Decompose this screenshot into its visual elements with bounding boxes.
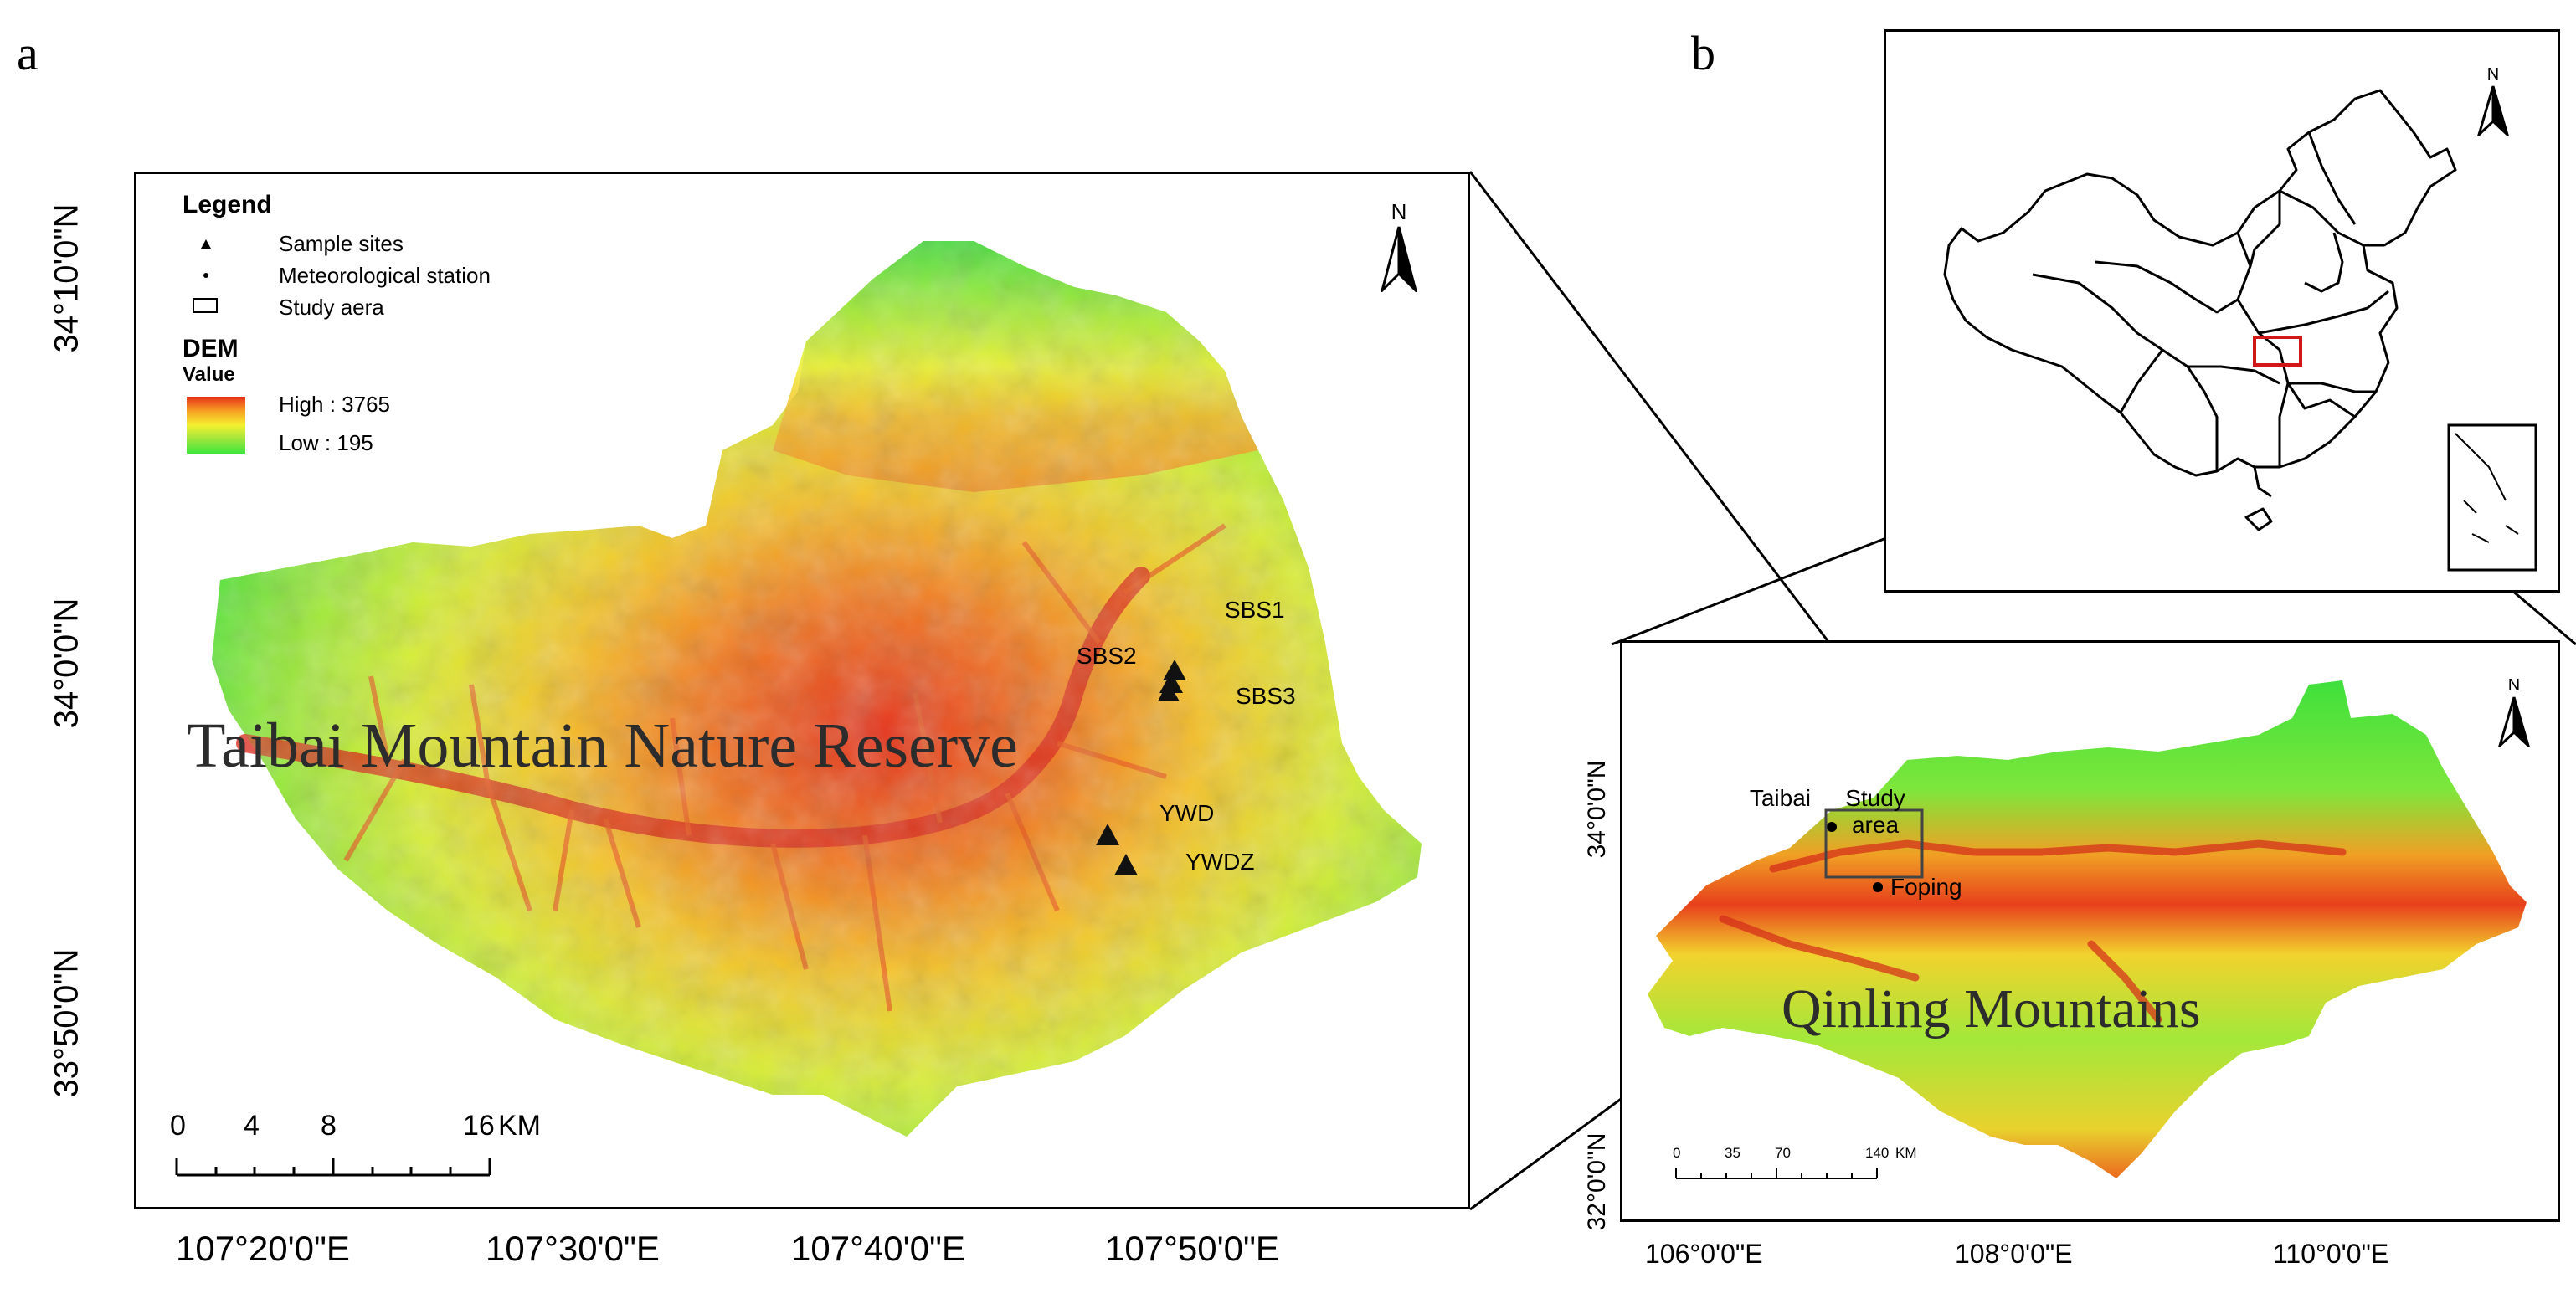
qinling-scale-bar: 0 35 70 140 KM — [1673, 1145, 1974, 1195]
qinling-lat-label-32: 32°0'0"N — [1583, 1132, 1611, 1231]
triangle-icon — [1096, 824, 1119, 845]
panel-a-map-frame: Legend Sample sites Meteorological stati… — [134, 172, 1470, 1209]
place-label-foping: Foping — [1890, 874, 1962, 900]
qinling-north-arrow: N — [2493, 676, 2535, 752]
rectangle-icon — [193, 298, 218, 313]
triangle-icon — [1114, 854, 1138, 875]
north-arrow-icon — [1380, 226, 1418, 295]
qinling-map-frame: N Taibai Study area Foping Qinling Mount… — [1620, 640, 2560, 1222]
north-label: N — [1391, 199, 1407, 224]
china-boundary — [1943, 89, 2457, 477]
qinling-boundary — [1648, 680, 2527, 1178]
qinling-scale-label-140: 140 — [1865, 1145, 1890, 1161]
scale-label-0: 0 — [170, 1110, 186, 1142]
qinling-scale-unit: KM — [1895, 1145, 1917, 1161]
qinling-dem-map — [1648, 680, 2527, 1178]
dot-icon — [1827, 822, 1837, 832]
legend-title: Legend — [183, 191, 272, 218]
qinling-north-label: N — [2507, 676, 2521, 695]
site-label-sbs1: SBS1 — [1225, 597, 1285, 623]
place-label-taibai: Taibai — [1749, 785, 1811, 811]
dem-color-ramp — [187, 397, 245, 454]
north-arrow-icon — [2476, 85, 2510, 139]
south-china-sea-inset — [2447, 424, 2537, 572]
study-area-box — [1824, 808, 1924, 879]
qinling-lon-label-106: 106°0'0"E — [1645, 1239, 1763, 1269]
inset-north-label: N — [2486, 65, 2500, 84]
site-label-ywd: YWD — [1159, 800, 1215, 826]
qinling-scale-label-35: 35 — [1725, 1145, 1740, 1161]
legend-meteorological-station: Meteorological station — [279, 263, 491, 288]
china-outline-map — [1943, 89, 2537, 572]
qinling-scale-label-0: 0 — [1673, 1145, 1681, 1161]
china-inset-frame: N — [1884, 29, 2560, 593]
scale-bar: 0 4 8 16 KM — [170, 1110, 541, 1185]
reserve-title: Taibai Mountain Nature Reserve — [187, 711, 1018, 781]
site-label-sbs2: SBS2 — [1077, 643, 1137, 669]
dot-icon — [1873, 882, 1883, 892]
panel-a-letter: a — [17, 26, 39, 80]
study-area-marker — [2253, 336, 2302, 367]
scale-label-4: 4 — [244, 1110, 260, 1142]
triangle-icon — [1163, 660, 1186, 680]
north-arrow-icon — [2497, 696, 2531, 750]
scale-bar-ticks — [175, 1158, 491, 1177]
panel-b-letter: b — [1691, 26, 1715, 80]
lon-label-107-50: 107°50'0"E — [1105, 1229, 1279, 1268]
qinling-lon-label-108: 108°0'0"E — [1955, 1239, 2073, 1269]
lon-label-107-30: 107°30'0"E — [486, 1229, 660, 1268]
dem-low-label: Low : 195 — [279, 430, 373, 455]
dem-title: DEM — [183, 335, 239, 362]
dot-icon — [203, 273, 208, 278]
north-arrow: N — [1374, 199, 1424, 300]
scale-unit: KM — [498, 1110, 541, 1142]
place-label-study-area: Study area — [1845, 785, 1905, 838]
qinling-title: Qinling Mountains — [1782, 978, 2201, 1040]
qinling-lat-label-34: 34°0'0"N — [1583, 760, 1611, 859]
scale-label-16: 16 — [463, 1110, 495, 1142]
qinling-lon-label-110: 110°0'0"E — [2273, 1239, 2389, 1269]
legend-sample-sites: Sample sites — [279, 231, 404, 256]
scale-label-8: 8 — [321, 1110, 337, 1142]
site-label-sbs3: SBS3 — [1236, 683, 1296, 709]
dem-relief-map — [212, 241, 1422, 1137]
site-label-ywdz: YWDZ — [1185, 849, 1255, 875]
scale-bar-ticks — [1675, 1168, 1878, 1179]
map-legend: Legend Sample sites Meteorological stati… — [183, 191, 534, 467]
dem-high-label: High : 3765 — [279, 392, 390, 417]
lon-label-107-40: 107°40'0"E — [791, 1229, 965, 1268]
lon-label-107-20: 107°20'0"E — [176, 1229, 350, 1268]
inset-north-arrow: N — [2472, 65, 2514, 141]
dem-value-label: Value — [183, 363, 235, 386]
triangle-icon — [201, 239, 211, 249]
qinling-scale-label-70: 70 — [1775, 1145, 1791, 1161]
legend-study-area: Study aera — [279, 295, 384, 320]
sample-site-markers — [1096, 660, 1186, 875]
